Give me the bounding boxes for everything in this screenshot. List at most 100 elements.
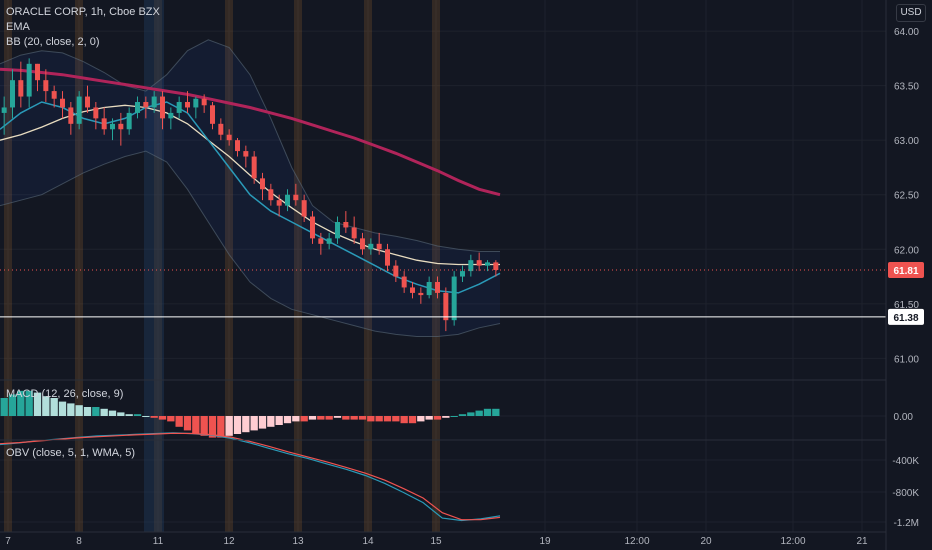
candle-body	[293, 194, 299, 201]
session-highlight-bar	[225, 0, 233, 532]
session-highlight-bar	[432, 0, 440, 532]
macd-bar	[33, 392, 42, 416]
candle-body	[51, 91, 57, 99]
candle-body	[426, 282, 432, 296]
candle-body	[276, 200, 282, 206]
macd-bar	[425, 416, 433, 420]
price-tick-label: 63.50	[894, 82, 919, 93]
time-tick-label: 20	[700, 536, 712, 547]
bb-upper-line	[0, 39, 500, 252]
candle-body	[401, 276, 407, 288]
ema-legend[interactable]: EMA	[6, 21, 30, 33]
candle-body	[118, 123, 124, 130]
candle-body	[268, 189, 274, 201]
macd-bar	[433, 416, 442, 420]
candle-body	[160, 96, 165, 119]
macd-bar	[225, 416, 233, 436]
macd-bar	[108, 410, 117, 416]
session-highlight-bar	[75, 0, 83, 532]
session-highlight-bar	[144, 0, 164, 532]
session-highlight-bar	[4, 0, 12, 532]
macd-bar	[192, 416, 200, 434]
candle-body	[143, 102, 149, 108]
macd-bar	[317, 416, 325, 420]
price-tick-label: 61.00	[894, 354, 919, 365]
macd-bar	[342, 416, 350, 420]
macd-bar	[300, 416, 308, 422]
last-price-value: 61.81	[893, 266, 918, 277]
macd-bar	[408, 416, 417, 424]
candle-body	[410, 287, 415, 293]
candle-body	[110, 123, 115, 130]
candle-body	[326, 238, 332, 244]
price-axis[interactable]: 64.00 63.50 63.00 62.50 62.00 61.50 61.00 0.00 -…	[888, 27, 924, 529]
macd-bar	[0, 398, 8, 416]
macd-bar	[392, 416, 400, 422]
time-tick-label: 13	[292, 536, 304, 547]
macd-bar	[25, 390, 33, 416]
candle-body	[10, 80, 15, 108]
time-tick-label: 12:00	[780, 536, 805, 547]
macd-bar	[458, 414, 467, 416]
macd-legend[interactable]: MACD (12, 26, close, 9)	[6, 388, 124, 400]
time-axis[interactable]: 7 8 11 12 13 14 15 19 12:00 20 12:00 21	[5, 536, 868, 547]
macd-bar	[292, 416, 300, 422]
candle-body	[260, 178, 265, 190]
price-tick-label: 64.00	[894, 27, 919, 38]
macd-bar	[8, 394, 17, 416]
macd-bar	[42, 396, 50, 416]
candle-body	[60, 98, 65, 108]
candle-body	[1, 107, 7, 113]
session-highlights	[4, 0, 440, 532]
obv-legend[interactable]: OBV (close, 5, 1, WMA, 5)	[6, 447, 135, 459]
time-tick-label: 12:00	[624, 536, 649, 547]
macd-bar	[442, 416, 450, 418]
macd-bar	[83, 407, 92, 416]
candlesticks[interactable]	[1, 58, 499, 332]
macd-bar	[75, 405, 83, 416]
candle-body	[210, 105, 215, 124]
macd-bar	[100, 408, 108, 416]
macd-bar	[58, 401, 67, 416]
bb-legend[interactable]: BB (20, close, 2, 0)	[6, 36, 100, 48]
candle-body	[310, 216, 315, 239]
macd-bar	[367, 416, 375, 422]
obv-tick-label: -1.2M	[893, 518, 919, 529]
time-tick-label: 8	[76, 536, 82, 547]
last-price-badge	[888, 262, 924, 278]
candle-body	[126, 112, 132, 130]
session-highlight-bar	[364, 0, 372, 532]
candle-body	[76, 96, 82, 124]
macd-histogram	[0, 390, 500, 438]
candle-body	[193, 98, 199, 108]
macd-bar	[383, 416, 392, 422]
candle-body	[393, 265, 399, 277]
macd-bar	[467, 412, 475, 416]
macd-bar	[275, 416, 283, 425]
macd-bar	[158, 416, 167, 420]
macd-tick-label: 0.00	[894, 412, 914, 423]
candle-body	[476, 260, 482, 266]
candle-body	[443, 292, 449, 321]
candle-body	[101, 118, 107, 130]
macd-bar	[233, 416, 242, 434]
time-tick-label: 19	[539, 536, 551, 547]
bb-fill	[0, 39, 500, 337]
macd-bar	[492, 408, 500, 416]
candle-body	[168, 112, 174, 119]
price-tick-label: 63.00	[894, 136, 919, 147]
currency-badge[interactable]: USD	[896, 4, 926, 22]
candle-body	[251, 156, 257, 179]
macd-bar	[283, 416, 292, 424]
macd-bar	[217, 416, 225, 438]
candle-body	[135, 102, 140, 113]
macd-bar	[208, 416, 217, 438]
candle-body	[176, 102, 182, 113]
macd-bar	[242, 416, 250, 433]
horizontal-line-value: 61.38	[893, 313, 918, 324]
bb-basis-line	[0, 104, 500, 266]
obv-tick-label: -800K	[892, 488, 919, 499]
time-tick-label: 21	[856, 536, 868, 547]
indicator-lines	[0, 67, 501, 294]
